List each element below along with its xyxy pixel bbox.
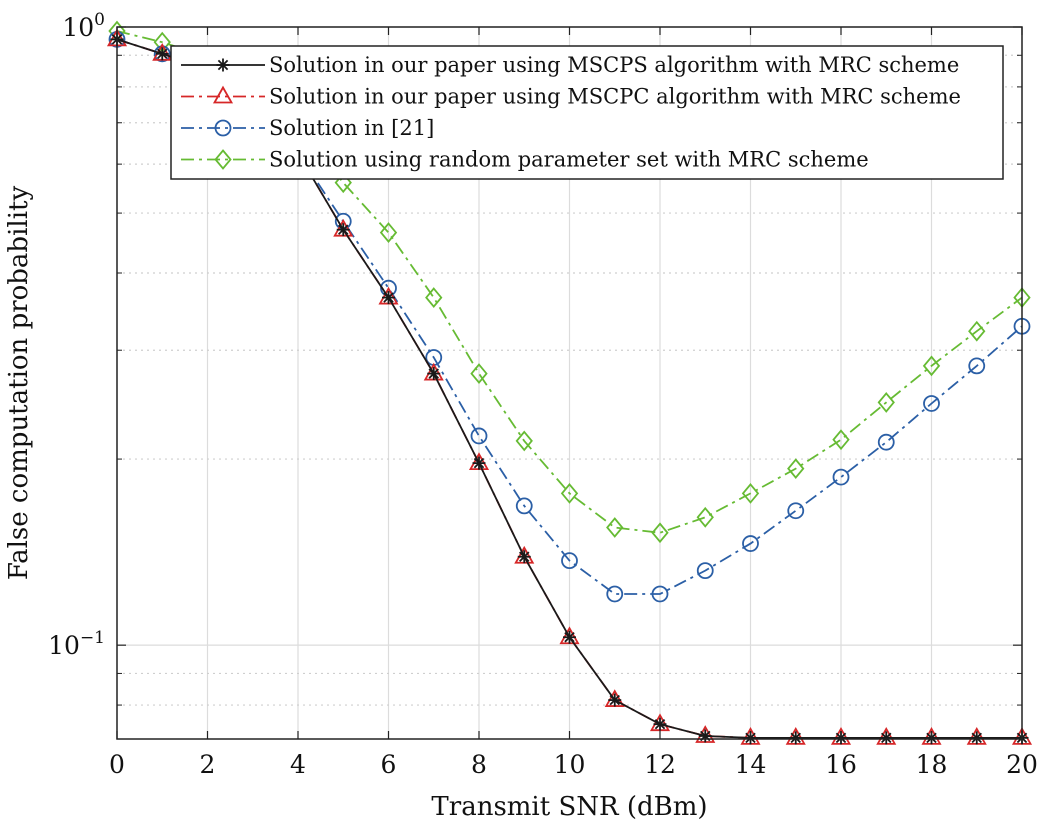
x-tick-label: 10: [554, 750, 586, 779]
legend-marker: [212, 85, 234, 104]
x-tick-label: 12: [644, 750, 676, 779]
data-point: [379, 222, 398, 243]
x-tick-label: 6: [381, 750, 397, 779]
data-point: [563, 630, 576, 644]
data-point: [877, 392, 895, 413]
data-point: [515, 497, 533, 515]
data-point: [877, 433, 895, 451]
data-point: [651, 585, 669, 603]
x-tick-label: 14: [735, 750, 767, 779]
x-tick-label: 8: [471, 750, 487, 779]
data-point: [608, 693, 622, 707]
data-point: [427, 367, 441, 381]
data-point: [923, 395, 940, 412]
data-point: [832, 468, 850, 486]
data-point: [968, 320, 986, 342]
data-point: [470, 363, 488, 384]
series-1: [110, 32, 1029, 745]
data-point: [561, 552, 578, 570]
ticks: [116, 26, 1023, 739]
legend-label: Solution using random parameter set with…: [269, 148, 869, 172]
legend-marker: [216, 58, 230, 72]
x-tick-label: 18: [916, 750, 948, 779]
data-point: [832, 429, 850, 451]
data-point: [787, 502, 805, 520]
data-point: [560, 482, 579, 504]
data-point: [517, 550, 531, 564]
data-point: [606, 585, 624, 603]
data-point: [696, 562, 714, 580]
legend-label: Solution in [21]: [269, 116, 434, 140]
legend-box: [170, 45, 1004, 180]
data-point: [741, 482, 760, 504]
data-point: [968, 357, 986, 375]
y-axis-title: False computation probability: [4, 186, 34, 581]
data-point: [155, 47, 169, 61]
legend-entry: Solution using random parameter set with…: [181, 148, 869, 172]
y-tick-label: 100: [62, 10, 105, 42]
x-axis-title: Transmit SNR (dBm): [431, 792, 707, 822]
legend-entry: Solution in our paper using MSCPS algori…: [181, 53, 959, 77]
tick-labels: 0 2 4 6 8 10 12 14 16 18 20 100 10−1: [48, 10, 1038, 779]
data-point: [382, 291, 395, 305]
data-point: [425, 287, 443, 308]
x-tick-label: 0: [109, 750, 125, 779]
legend-marker: [214, 149, 232, 170]
data-point: [515, 430, 533, 452]
data-point: [696, 506, 714, 528]
legend-label: Solution in our paper using MSCPS algori…: [269, 53, 959, 77]
data-point: [970, 731, 984, 745]
x-tick-label: 4: [290, 750, 306, 779]
data-point: [698, 729, 712, 743]
data-point: [922, 355, 941, 377]
data-point: [470, 427, 488, 445]
series-line: [116, 38, 1023, 595]
legend-entry: Solution in our paper using MSCPC algori…: [181, 85, 961, 109]
legend-entry: Solution in [21]: [181, 116, 434, 140]
data-point: [336, 223, 350, 237]
data-point: [606, 517, 624, 538]
x-tick-label: 16: [825, 750, 857, 779]
data-point: [653, 717, 667, 731]
y-tick-label: 10−1: [48, 628, 105, 660]
data-point: [651, 522, 669, 544]
data-point: [742, 535, 759, 552]
x-tick-label: 2: [200, 750, 216, 779]
data-point: [472, 456, 486, 470]
legend-marker: [214, 119, 232, 137]
x-tick-label: 20: [1006, 750, 1038, 779]
legend: Solution in our paper using MSCPS algori…: [170, 45, 1004, 180]
data-point: [787, 458, 805, 480]
legend-label: Solution in our paper using MSCPC algori…: [269, 85, 961, 109]
data-point: [879, 731, 893, 745]
data-point: [789, 731, 803, 745]
